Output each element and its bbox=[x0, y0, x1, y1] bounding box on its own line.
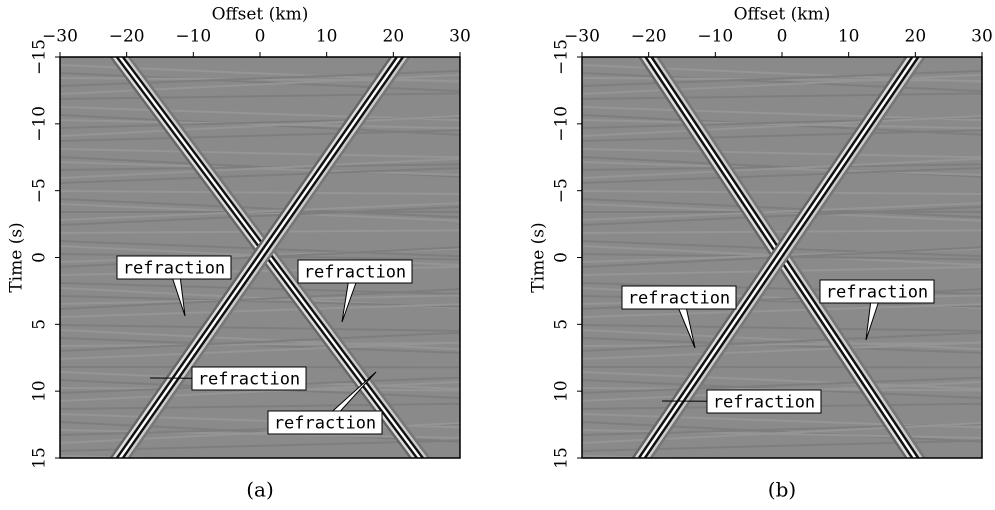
x-tick-label: −20 bbox=[631, 27, 667, 47]
y-tick-label: −10 bbox=[552, 106, 572, 142]
y-tick-label: −10 bbox=[30, 106, 50, 142]
annotation: refraction bbox=[713, 393, 815, 413]
y-tick-label: 10 bbox=[30, 380, 50, 402]
annotation: refraction bbox=[274, 414, 376, 434]
y-tick-label: 0 bbox=[30, 252, 50, 263]
x-tick-label: −20 bbox=[109, 27, 145, 47]
x-tick-label: 10 bbox=[838, 27, 860, 47]
annotation: refraction bbox=[628, 289, 730, 309]
y-tick-label: −15 bbox=[552, 39, 572, 75]
x-tick-label: 10 bbox=[316, 27, 338, 47]
y-axis-label: Time (s) bbox=[7, 222, 27, 292]
annotation: refraction bbox=[123, 259, 225, 279]
x-tick-label: 20 bbox=[383, 27, 405, 47]
y-tick-label: 10 bbox=[552, 380, 572, 402]
caption: (a) bbox=[246, 478, 274, 502]
y-tick-label: 0 bbox=[552, 252, 572, 263]
x-tick-label: −10 bbox=[175, 27, 211, 47]
caption: (b) bbox=[768, 478, 796, 502]
y-tick-label: 5 bbox=[30, 319, 50, 330]
x-tick-label: 30 bbox=[971, 27, 993, 47]
annotation: refraction bbox=[304, 263, 406, 283]
y-tick-label: 15 bbox=[30, 447, 50, 469]
seismic-panel bbox=[582, 57, 982, 485]
y-axis-label: Time (s) bbox=[529, 222, 549, 292]
x-tick-label: 20 bbox=[905, 27, 927, 47]
x-tick-label: 30 bbox=[449, 27, 471, 47]
y-tick-label: 5 bbox=[552, 319, 572, 330]
x-axis-label: Offset (km) bbox=[212, 5, 309, 25]
annotation: refraction bbox=[826, 283, 928, 303]
y-tick-label: −5 bbox=[30, 178, 50, 203]
y-tick-label: −5 bbox=[552, 178, 572, 203]
annotation: refraction bbox=[198, 370, 300, 390]
y-tick-label: 15 bbox=[552, 447, 572, 469]
x-axis-label: Offset (km) bbox=[734, 5, 831, 25]
x-tick-label: 0 bbox=[255, 27, 266, 47]
x-tick-label: 0 bbox=[777, 27, 788, 47]
y-tick-label: −15 bbox=[30, 39, 50, 75]
x-tick-label: −10 bbox=[697, 27, 733, 47]
